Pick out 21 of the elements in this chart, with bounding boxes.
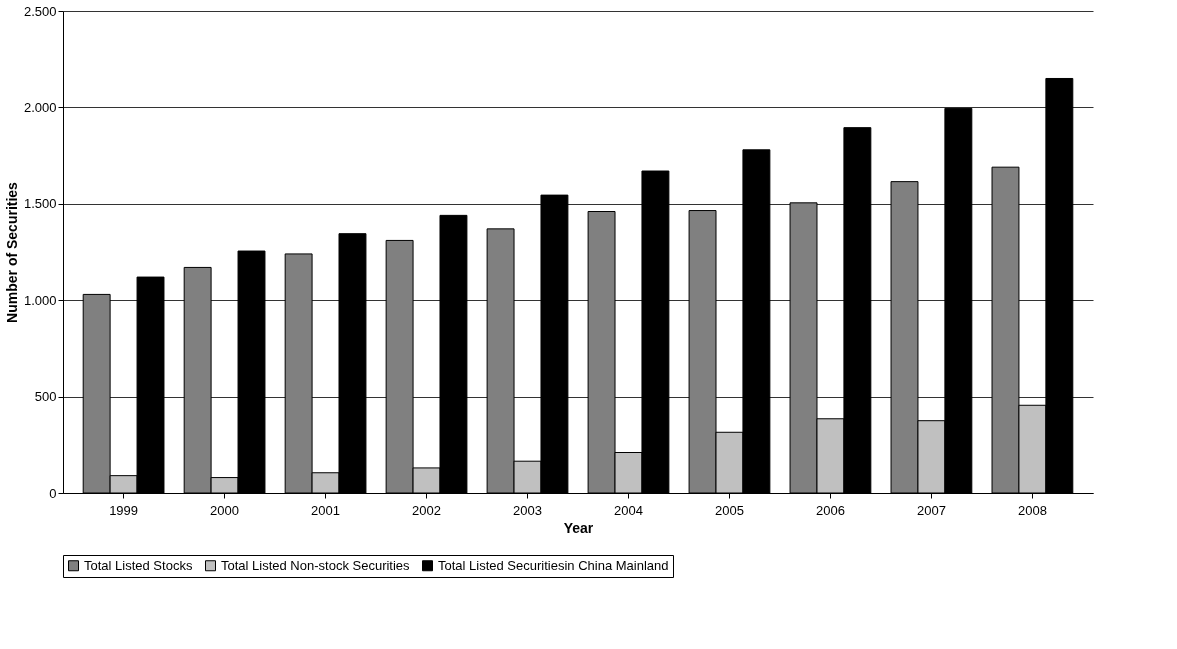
x-tick-label: 2005	[715, 502, 744, 518]
legend-label: Total Listed Securitiesin China Mainland	[438, 557, 669, 573]
y-tick-label: 500	[34, 389, 57, 405]
legend-label: Total Listed Stocks	[84, 557, 193, 573]
x-tick-label: 2007	[916, 502, 946, 518]
x-tick-label: 2001	[311, 502, 341, 518]
y-tick-label: 1.000	[23, 292, 57, 308]
y-tick-label: 1.500	[23, 196, 57, 212]
x-tick-label: 2004	[614, 502, 643, 518]
x-axis-title: Year	[563, 519, 594, 536]
x-tick-label: 2002	[412, 502, 441, 518]
y-tick-label: 2.000	[23, 99, 57, 115]
x-tick-label: 2006	[815, 502, 845, 518]
y-axis-title: Number of Securities	[3, 181, 20, 323]
y-tick-label: 0	[49, 485, 57, 501]
x-tick-label: 1999	[109, 502, 139, 518]
legend-label: Total Listed Non-stock Securities	[221, 557, 411, 573]
x-tick-label: 2008	[1017, 502, 1047, 518]
y-tick-label: 2.500	[23, 3, 57, 19]
x-tick-label: 2003	[513, 502, 542, 518]
x-tick-label: 2000	[210, 502, 240, 518]
